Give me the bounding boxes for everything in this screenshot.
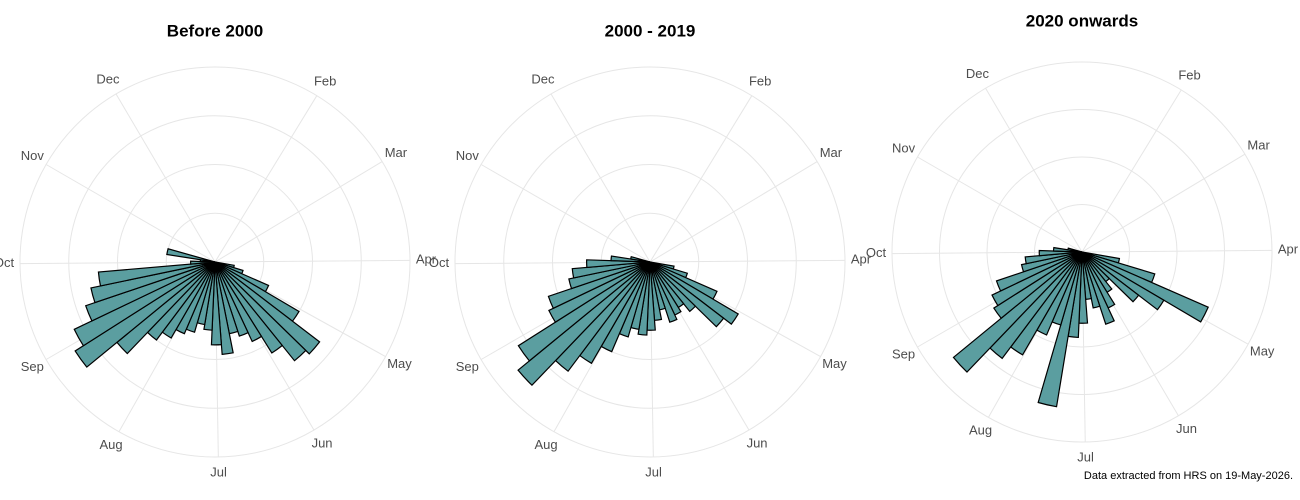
angle-tick-label: Nov: [456, 148, 480, 163]
grid-spoke: [115, 93, 216, 263]
bar: [548, 261, 651, 324]
grid-spoke: [214, 161, 383, 263]
bar: [214, 261, 321, 355]
grid-circle: [454, 66, 846, 458]
bar: [649, 261, 740, 325]
chart-title: 2020 onwards: [1026, 11, 1138, 30]
bar: [166, 248, 216, 263]
bar: [84, 261, 216, 322]
bar: [547, 261, 651, 310]
angle-tick-label: Oct: [866, 245, 887, 260]
bar: [649, 261, 725, 328]
angle-tick-label: Feb: [314, 73, 336, 88]
grid-spoke: [20, 261, 216, 265]
grid-spoke: [917, 156, 1083, 253]
angle-tick-label: Oct: [429, 255, 450, 270]
angle-tick-label: Jun: [1176, 421, 1197, 436]
bar: [1081, 251, 1101, 309]
bar: [1024, 251, 1083, 265]
angle-tick-label: Apr: [1278, 242, 1299, 257]
bar: [1081, 251, 1210, 323]
angle-tick-label: Mar: [1247, 137, 1270, 152]
angle-tick-label: May: [822, 356, 847, 371]
angle-tick-label: Dec: [96, 72, 120, 87]
angle-tick-label: Aug: [969, 423, 992, 438]
grid-spoke: [480, 164, 651, 263]
bar: [568, 261, 651, 290]
angle-tick-label: Aug: [535, 437, 558, 452]
bar: [73, 261, 216, 347]
angle-tick-label: Feb: [749, 73, 771, 88]
bar: [649, 261, 697, 313]
bar: [210, 261, 223, 346]
grid-spoke: [214, 259, 410, 263]
grid-spoke: [649, 95, 753, 263]
angle-tick-label: Mar: [820, 145, 843, 160]
bar: [992, 251, 1083, 320]
chart-title: Before 2000: [167, 21, 263, 40]
bar: [97, 261, 216, 287]
angle-tick-label: Jun: [747, 435, 768, 450]
grid-spoke: [649, 259, 845, 263]
chart-title: 2000 - 2019: [605, 21, 696, 40]
grid-spoke: [550, 93, 651, 263]
bar: [214, 261, 284, 354]
bar: [214, 261, 249, 337]
grid-spoke: [1081, 153, 1246, 253]
bar: [1081, 251, 1116, 325]
angle-tick-label: Sep: [892, 346, 915, 361]
angle-tick-label: Dec: [966, 66, 990, 81]
bar: [630, 255, 651, 263]
grid-circle: [503, 115, 797, 409]
angle-tick-label: Jul: [210, 464, 227, 479]
grid-circle: [891, 61, 1273, 443]
grid-spoke: [1081, 249, 1272, 253]
grid-circle: [939, 109, 1225, 395]
angle-tick-label: Feb: [1178, 68, 1200, 83]
bar: [74, 261, 216, 368]
grid-circle: [117, 164, 313, 360]
grid-circle: [986, 156, 1178, 348]
bar: [649, 261, 678, 323]
angle-tick-label: Oct: [0, 255, 15, 270]
grid-circle: [552, 164, 748, 360]
angle-tick-label: Apr: [851, 252, 872, 267]
bar: [90, 261, 216, 304]
grid-spoke: [214, 95, 318, 263]
angle-tick-label: May: [387, 356, 412, 371]
bar: [517, 261, 651, 387]
angle-tick-label: Dec: [531, 72, 555, 87]
angle-tick-label: Jun: [312, 435, 333, 450]
caption: Data extracted from HRS on 19-May-2026.: [1084, 470, 1293, 482]
grid-spoke: [1081, 89, 1182, 253]
bar: [952, 251, 1083, 373]
grid-circle: [19, 66, 411, 458]
bar: [1020, 251, 1083, 273]
grid-spoke: [985, 88, 1083, 253]
angle-tick-label: Nov: [21, 148, 45, 163]
angle-tick-label: Mar: [385, 145, 408, 160]
bar: [1081, 251, 1140, 303]
grid-circle: [68, 115, 362, 409]
bar: [214, 261, 263, 343]
bar: [214, 261, 307, 362]
bar: [571, 261, 651, 279]
angle-tick-label: Jul: [1077, 449, 1094, 464]
grid-spoke: [45, 164, 216, 263]
angle-tick-label: Apr: [416, 252, 437, 267]
bar: [517, 261, 651, 362]
angle-tick-label: Aug: [100, 437, 123, 452]
bar: [995, 251, 1083, 292]
angle-tick-label: May: [1250, 343, 1275, 358]
angle-tick-label: Jul: [645, 464, 662, 479]
bar: [214, 261, 234, 355]
angle-tick-label: Nov: [892, 140, 916, 155]
angle-tick-label: Sep: [456, 359, 479, 374]
bar: [1067, 247, 1083, 253]
grid-spoke: [649, 161, 818, 263]
bar: [991, 251, 1083, 307]
angle-tick-label: Sep: [21, 359, 44, 374]
bar: [1081, 251, 1165, 311]
